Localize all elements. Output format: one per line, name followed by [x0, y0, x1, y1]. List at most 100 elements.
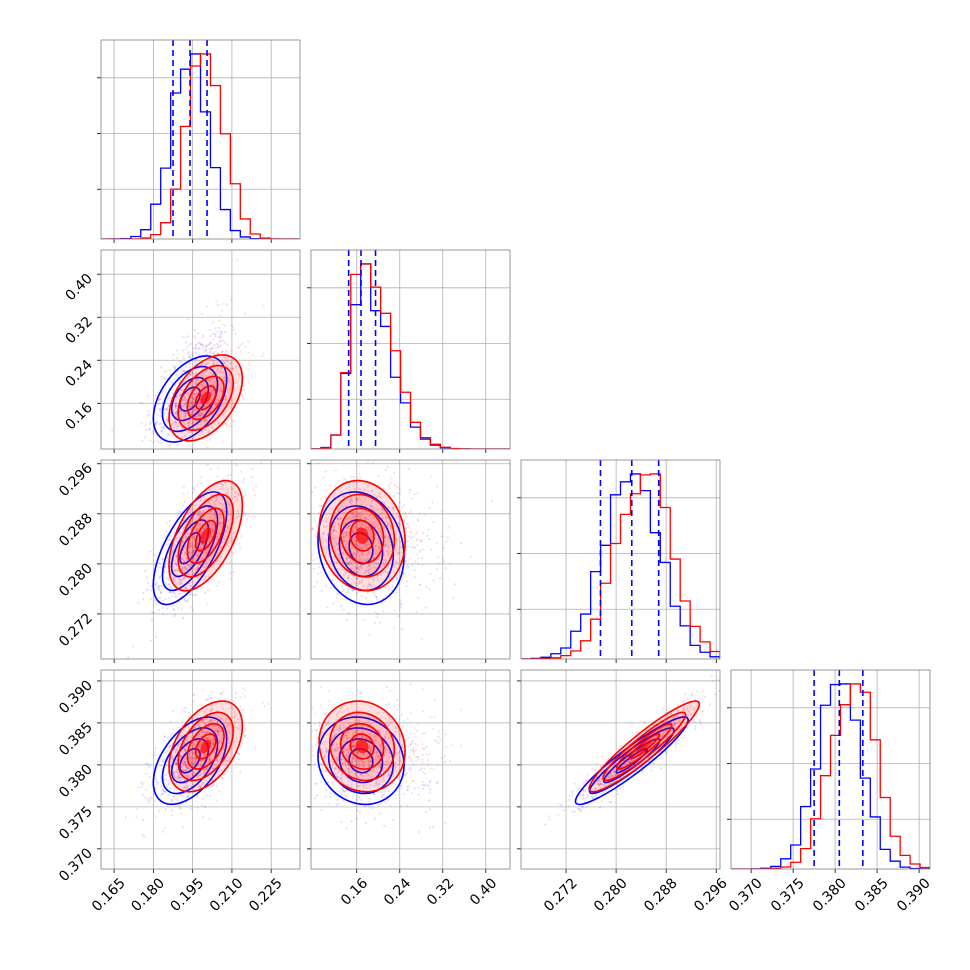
contour-line — [588, 700, 701, 793]
contour-line — [349, 733, 375, 760]
y-tick-label: 0.288 — [56, 510, 96, 550]
contour-line — [152, 716, 228, 806]
contour-line — [194, 733, 217, 760]
y-tick-label: 0.24 — [62, 357, 95, 390]
contour-line — [194, 385, 217, 411]
scatter-panel-3-1 — [307, 670, 510, 873]
panel-frame — [520, 669, 721, 870]
contour-line — [602, 711, 687, 782]
contour-line — [168, 700, 244, 793]
x-tick-label: 0.370 — [726, 875, 766, 915]
hist-series-1 — [311, 263, 510, 449]
contours-red — [318, 479, 406, 592]
panel-frame — [100, 459, 301, 660]
contour-line — [179, 747, 201, 774]
x-tick-label: 0.288 — [641, 875, 681, 915]
x-tick-label: 0.390 — [894, 875, 934, 915]
panel-frame — [520, 459, 721, 660]
contour-line — [318, 700, 406, 793]
scatter-content — [311, 460, 493, 640]
contour-line — [152, 491, 228, 606]
x-tick-label: 0.16 — [338, 875, 371, 908]
y-tick-label: 0.40 — [62, 271, 95, 304]
x-tick-label: 0.40 — [467, 875, 500, 908]
contour-line — [317, 491, 405, 606]
contour-line — [329, 711, 396, 782]
contour-line — [317, 716, 405, 806]
y-tick-label: 0.296 — [56, 460, 96, 500]
y-tick-label: 0.390 — [56, 677, 96, 717]
contour-line — [177, 711, 234, 782]
x-tick-label: 0.296 — [691, 875, 731, 915]
hist-series-0 — [101, 53, 300, 239]
contour-core — [200, 739, 212, 754]
hist-panel-2 — [517, 460, 720, 663]
contour-line — [177, 493, 234, 578]
y-tick-label: 0.385 — [56, 719, 96, 759]
contour-core — [200, 527, 212, 544]
contour-line — [348, 747, 374, 774]
contour-line — [177, 364, 235, 431]
contour-line — [186, 722, 225, 770]
x-tick-label: 0.32 — [424, 875, 457, 908]
x-tick-label: 0.180 — [128, 875, 168, 915]
x-tick-label: 0.272 — [541, 875, 581, 915]
panel-frame — [730, 669, 931, 870]
x-tick-label: 0.24 — [381, 875, 414, 908]
contour-core — [355, 739, 369, 754]
contour-line — [318, 479, 406, 592]
contour-line — [628, 733, 661, 760]
hist-series-1 — [731, 683, 930, 869]
contour-core — [636, 739, 653, 754]
scatter-content — [127, 460, 263, 659]
panel-frame — [310, 459, 511, 660]
x-tick-label: 0.385 — [852, 875, 892, 915]
y-tick-label: 0.380 — [56, 761, 96, 801]
hist-panel-1 — [307, 250, 510, 453]
x-tick-label: 0.375 — [768, 875, 808, 915]
x-tick-label: 0.210 — [207, 875, 247, 915]
panel-frame — [100, 249, 301, 450]
scatter-panel-1-0 — [97, 250, 300, 453]
scatter-content — [124, 687, 270, 839]
panel-frame — [100, 39, 301, 240]
contours-red — [168, 479, 244, 592]
scatter-content — [544, 674, 720, 826]
contours-blue — [317, 716, 405, 806]
contour-line — [339, 722, 385, 770]
contours-red — [168, 700, 244, 793]
contour-line — [615, 722, 673, 770]
x-tick-label: 0.165 — [89, 875, 129, 915]
x-tick-label: 0.225 — [246, 875, 286, 915]
contour-core — [355, 527, 369, 544]
hist-panel-3 — [727, 670, 930, 873]
y-tick-label: 0.32 — [62, 314, 95, 347]
contour-line — [329, 493, 396, 578]
y-tick-label: 0.375 — [56, 803, 96, 843]
contour-line — [161, 365, 219, 433]
x-tick-label: 0.280 — [591, 875, 631, 915]
panel-frame — [310, 249, 511, 450]
panel-frame — [310, 669, 511, 870]
scatter-content — [311, 683, 463, 834]
y-tick-label: 0.16 — [62, 400, 95, 433]
scatter-panel-2-1 — [307, 460, 510, 663]
contour-core — [200, 391, 212, 405]
hist-series-0 — [521, 473, 720, 659]
hist-series-1 — [521, 473, 720, 659]
x-tick-label: 0.380 — [810, 875, 850, 915]
contour-line — [168, 479, 244, 592]
contour-line — [170, 519, 210, 578]
scatter-content — [111, 259, 265, 449]
y-tick-label: 0.280 — [56, 560, 96, 600]
y-tick-label: 0.272 — [56, 610, 96, 650]
contours-red — [168, 354, 244, 442]
contour-line — [194, 519, 217, 552]
scatter-panel-2-0 — [97, 460, 300, 663]
contour-line — [338, 519, 384, 578]
contour-line — [339, 507, 385, 564]
y-tick-label: 0.370 — [56, 845, 96, 885]
contour-line — [186, 375, 225, 421]
scatter-panel-3-2 — [517, 670, 720, 873]
